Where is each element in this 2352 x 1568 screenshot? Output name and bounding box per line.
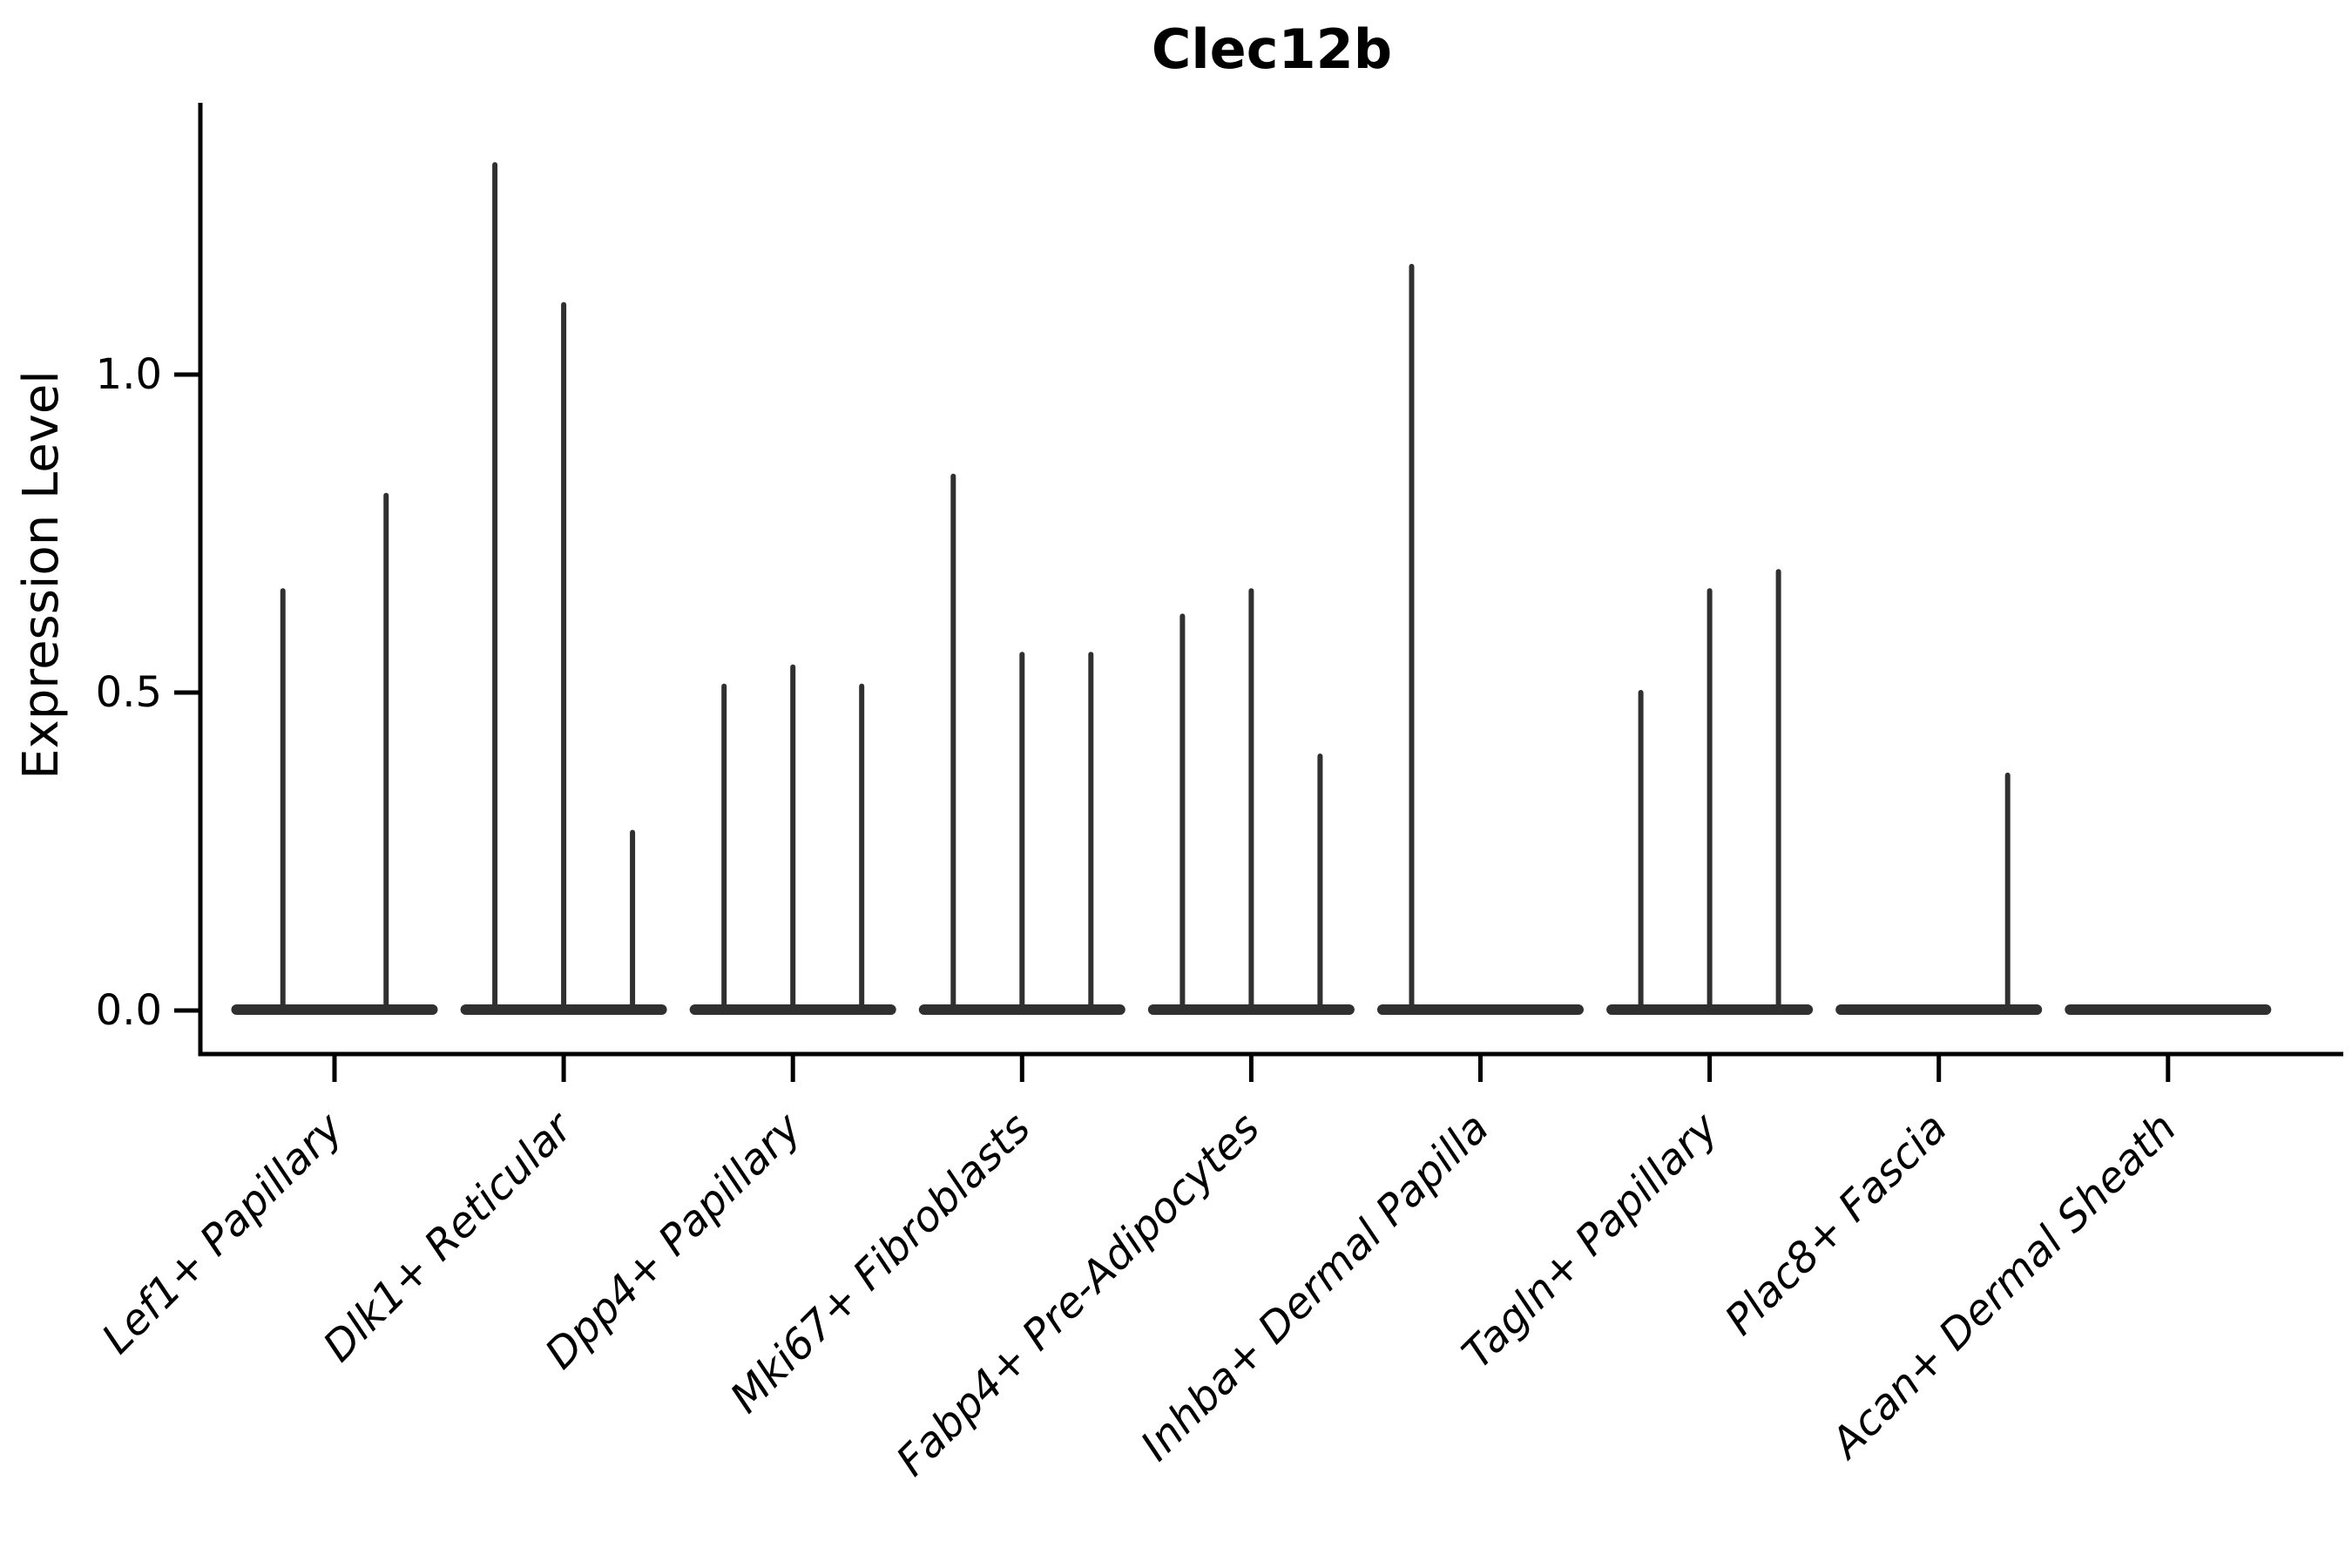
x-tick-label: Dpp4+ Papillary	[536, 1103, 811, 1378]
y-tick-label: 0.0	[96, 986, 162, 1035]
violin-group	[689, 664, 896, 1015]
violin-group	[1835, 772, 2043, 1015]
x-tick-label: Plac8+ Fascia	[1716, 1104, 1957, 1345]
x-tick-label: Fabp4+ Pre-Adipocytes	[887, 1104, 1269, 1486]
violin-group	[1377, 263, 1584, 1015]
x-tick-label: Tagln+ Papillary	[1453, 1103, 1728, 1378]
violin-base	[231, 1004, 438, 1015]
violin-base	[1377, 1004, 1584, 1015]
violin-group	[1606, 569, 1814, 1015]
y-axis-label: Expression Level	[13, 370, 70, 780]
violin-base	[1835, 1004, 2043, 1015]
y-tick-label: 0.5	[96, 668, 162, 717]
chart-title: Clec12b	[1152, 17, 1392, 81]
y-tick-label: 1.0	[96, 350, 162, 399]
x-tick-label: Dlk1+ Reticular	[314, 1102, 584, 1372]
violins	[231, 162, 2272, 1015]
axes	[198, 103, 2343, 1057]
violin-group	[918, 473, 1125, 1015]
violin-group	[2065, 1004, 2272, 1015]
violin-group	[231, 492, 438, 1015]
violin-base	[2065, 1004, 2272, 1015]
x-tick-label: Lef1+ Papillary	[92, 1103, 353, 1363]
y-axis-ticks: 0.0 0.5 1.0	[96, 350, 200, 1035]
violin-group	[460, 162, 667, 1015]
violin-group	[1147, 588, 1355, 1015]
